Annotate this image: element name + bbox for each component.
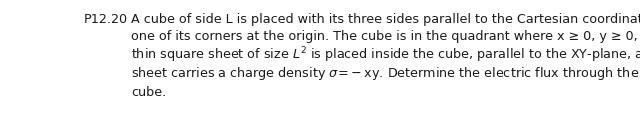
Text: cube.: cube. xyxy=(131,86,166,99)
Text: thin square sheet of size $L^2$ is placed inside the cube, parallel to the XY-pl: thin square sheet of size $L^2$ is place… xyxy=(131,42,640,68)
Text: sheet carries a charge density $\sigma\!=\!-$xy. Determine the electric flux thr: sheet carries a charge density $\sigma\!… xyxy=(131,65,640,82)
Text: P12.20: P12.20 xyxy=(84,13,128,26)
Text: A cube of side L is placed with its three sides parallel to the Cartesian coordi: A cube of side L is placed with its thre… xyxy=(131,13,640,26)
Text: one of its corners at the origin. The cube is in the quadrant where x ≥ 0, y ≥ 0: one of its corners at the origin. The cu… xyxy=(131,30,640,43)
